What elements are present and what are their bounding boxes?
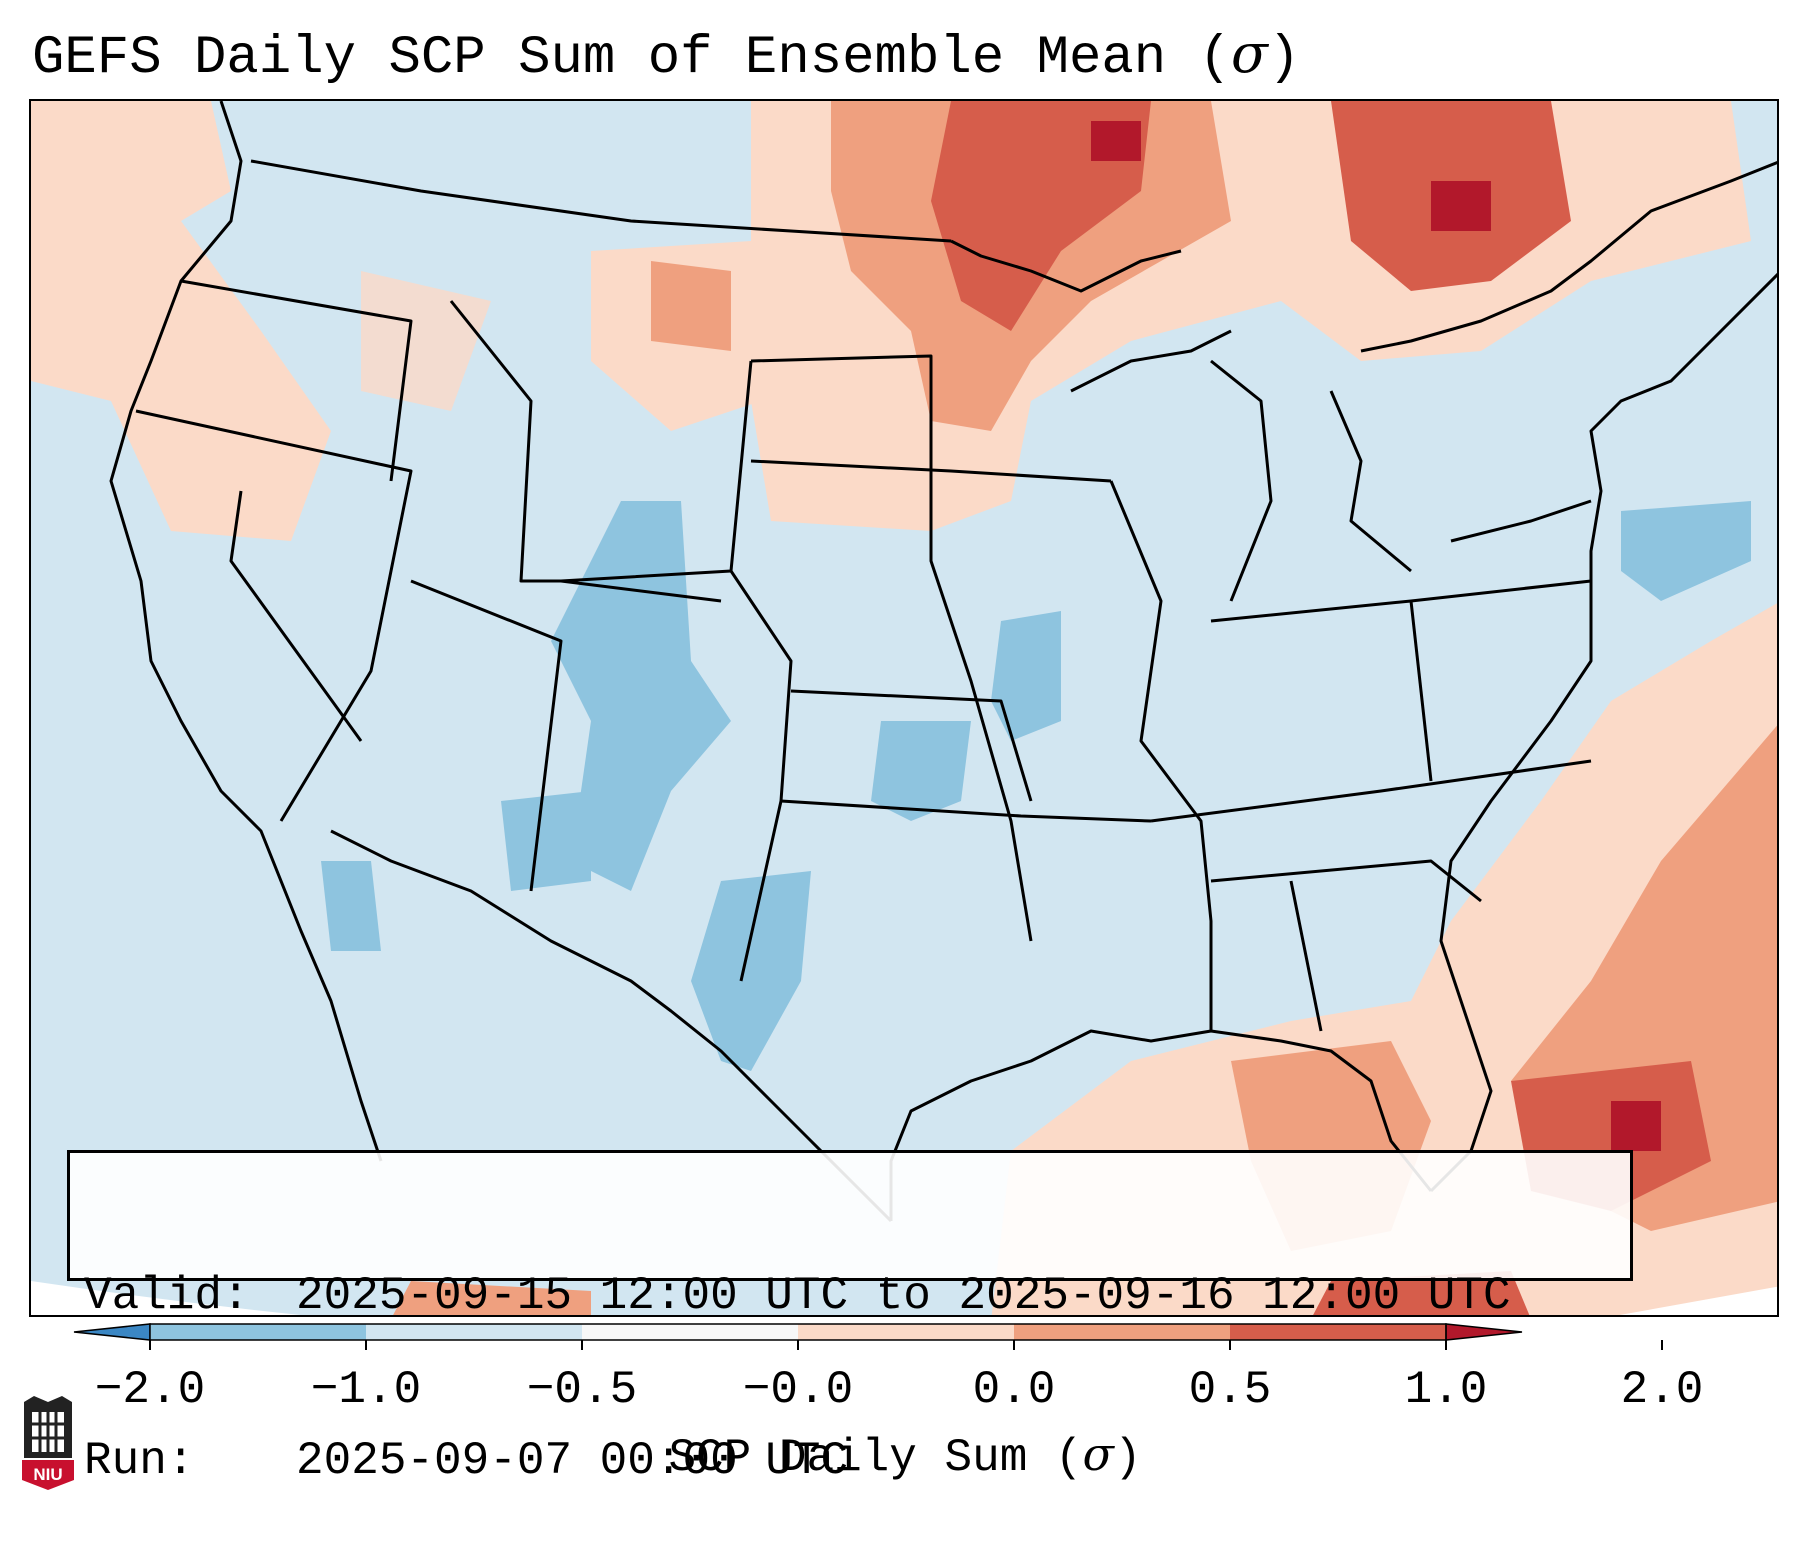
mexico-border (330, 829, 893, 1223)
chart-title: GEFS Daily SCP Sum of Ensemble Mean (σ) (32, 22, 1300, 91)
colorbar-extend-low (73, 1323, 151, 1341)
map-panel (29, 99, 1779, 1317)
colorbar-segment (1014, 1324, 1230, 1340)
colorbar-title-sigma: σ (1082, 1427, 1114, 1481)
title-close: ) (1267, 28, 1301, 89)
colorbar-tick-label: 2.0 (1620, 1364, 1704, 1416)
border-wa-or (180, 279, 413, 482)
colorbar-segment (582, 1324, 798, 1340)
colorbar-tick-label: −2.0 (94, 1364, 206, 1416)
colorbar-tick-label: 0.5 (1188, 1364, 1272, 1416)
colorbar (73, 1323, 1663, 1350)
niu-logo: NIU (20, 1394, 76, 1490)
border-ca-nv (229, 490, 363, 742)
anomaly-ontario-max (1431, 181, 1491, 231)
lake-huron-erie (1329, 390, 1412, 573)
niu-logo-text: NIU (33, 1465, 63, 1484)
anomaly-west-texas (691, 871, 811, 1071)
border-kansas (790, 689, 1033, 802)
anomaly-missouri (991, 611, 1061, 741)
colorbar-segment (798, 1324, 1014, 1340)
valid-info-box: Valid: 2025-09-15 12:00 UTC to 2025-09-16… (67, 1150, 1633, 1487)
colorbar-tick-label: 0.0 (972, 1364, 1056, 1416)
anomaly-colorado (551, 501, 731, 891)
border-mississippi (1109, 480, 1213, 1031)
anomaly-oklahoma (871, 721, 971, 821)
border-ut (410, 579, 563, 892)
colorbar-title: SCP Daily Sum (σ) (668, 1427, 1141, 1485)
anomaly-arizona (501, 791, 591, 891)
run-value: 2025-09-07 00:00 UTC (296, 1435, 849, 1487)
anomaly-pacific-nw (31, 101, 331, 541)
colorbar-extend-high (1445, 1323, 1523, 1341)
title-text: GEFS Daily SCP Sum of Ensemble Mean ( (32, 28, 1231, 89)
title-sigma: σ (1231, 22, 1268, 85)
border-id-wy (449, 300, 722, 603)
border-al-ga (1289, 880, 1323, 1032)
canada-border-west (250, 159, 952, 243)
atlantic-coastline (1429, 272, 1777, 1193)
colorbar-title-close: ) (1113, 1432, 1142, 1484)
canada-border-east (1360, 160, 1777, 353)
anomaly-baja (321, 861, 381, 951)
run-row: Run: 2025-09-07 00:00 UTC (84, 1434, 1630, 1489)
border-tn-nc (1150, 759, 1592, 823)
border-ok-ar (780, 799, 1152, 823)
valid-row: Valid: 2025-09-15 12:00 UTC to 2025-09-16… (84, 1269, 1630, 1324)
border-co-nm (729, 570, 793, 982)
lake-superior-shore (1070, 329, 1232, 393)
anomaly-montana-core (651, 261, 731, 351)
border-or-ca-nv (135, 409, 413, 822)
colorbar-tick-label: −0.5 (526, 1364, 638, 1416)
colorbar-tick-label: −0.0 (742, 1364, 854, 1416)
run-label: Run: (84, 1435, 195, 1487)
anomaly-bahamas-max (1611, 1101, 1661, 1151)
lake-michigan (1210, 359, 1273, 602)
canada-border-lakes (950, 239, 1182, 293)
niu-logo-icon (22, 1396, 74, 1490)
pacific-coastline (109, 101, 383, 1162)
anomaly-minnesota-max (1091, 121, 1141, 161)
boundary-layer (109, 101, 1777, 1223)
border-dakotas (750, 459, 1112, 483)
map-background (31, 101, 1777, 1315)
valid-label: Valid: (84, 1270, 250, 1322)
border-al-ga-sc (1210, 859, 1482, 903)
anomaly-mid-atlantic (1621, 501, 1751, 601)
anomaly-idaho (361, 271, 491, 411)
anomaly-caribbean (1313, 1271, 1530, 1315)
gulf-coastline (889, 1029, 1433, 1221)
border-oh-wv (1409, 600, 1433, 782)
colorbar-tick-label: 1.0 (1404, 1364, 1488, 1416)
lake-ontario (1450, 499, 1592, 543)
map-svg (31, 101, 1777, 1315)
valid-value: 2025-09-15 12:00 UTC to 2025-09-16 12:00… (296, 1270, 1511, 1322)
border-plains-east (750, 354, 1033, 942)
colorbar-tick-label: −1.0 (310, 1364, 422, 1416)
colorbar-segment (150, 1324, 366, 1340)
negative-anomaly-layer (321, 501, 1751, 1071)
colorbar-title-text: SCP Daily Sum ( (668, 1432, 1083, 1484)
colorbar-segment (1230, 1324, 1446, 1340)
anomaly-pacific-sw (393, 1281, 591, 1315)
colorbar-segment (366, 1324, 582, 1340)
